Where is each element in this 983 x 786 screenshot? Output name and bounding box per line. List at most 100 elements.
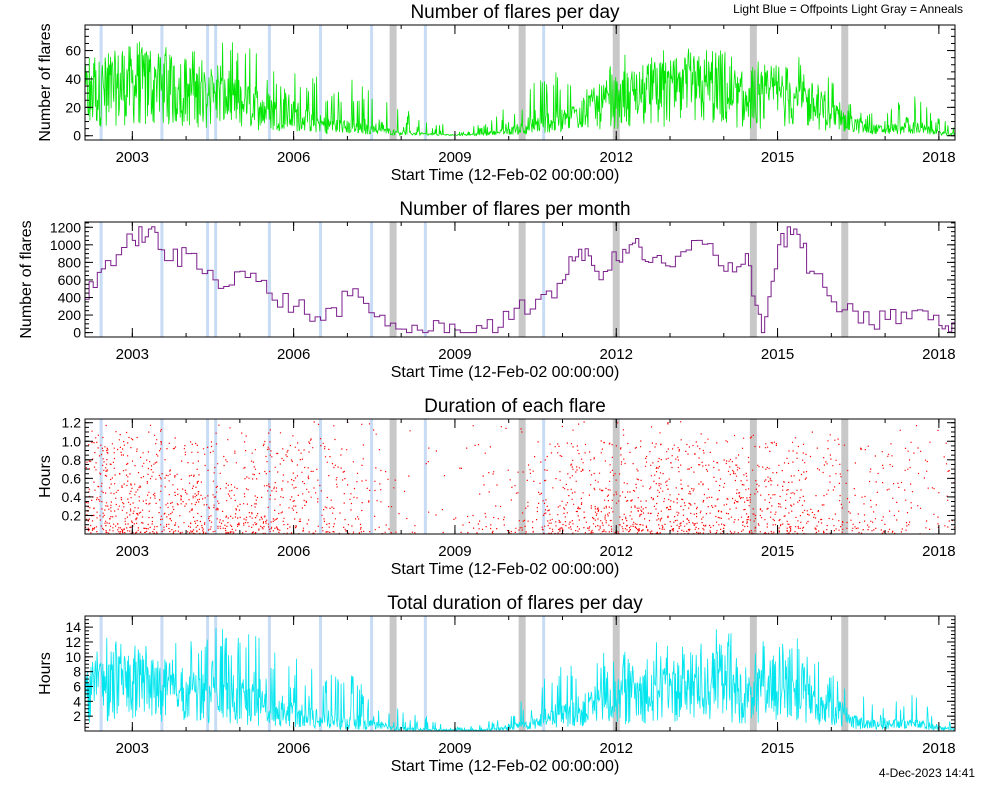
offpoint-band (99, 419, 103, 534)
y-tick-label: 60 (65, 43, 81, 59)
plot-frame (84, 418, 956, 535)
x-tick-label: 2003 (116, 149, 149, 166)
offpoint-band (206, 419, 210, 534)
y-tick-label: 8 (73, 664, 81, 680)
anneal-band (612, 419, 620, 534)
panel-title: Number of flares per month (399, 199, 630, 220)
offpoint-band (267, 419, 271, 534)
x-tick-label: 2003 (116, 346, 149, 363)
x-tick-label: 2018 (922, 543, 955, 560)
offpoint-band (542, 222, 546, 337)
x-tick-label: 2003 (116, 543, 149, 560)
anneal-band (518, 419, 526, 534)
x-tick-label: 2009 (438, 149, 471, 166)
x-tick-label: 2009 (438, 346, 471, 363)
anneal-band (841, 616, 849, 731)
offpoint-band (423, 419, 427, 534)
offpoint-band (214, 419, 218, 534)
offpoint-band (423, 222, 427, 337)
x-axis-label: Start Time (12-Feb-02 00:00:00) (391, 167, 620, 184)
anneal-band (518, 616, 526, 731)
shading-legend: Light Blue = Offpoints Light Gray = Anne… (733, 2, 963, 16)
x-tick-label: 2006 (277, 740, 310, 757)
panel-title: Total duration of flares per day (387, 593, 643, 614)
x-tick-label: 2003 (116, 740, 149, 757)
y-axis-label: Number of flares (37, 23, 54, 141)
anneal-band (841, 419, 849, 534)
x-tick-label: 2015 (761, 740, 794, 757)
x-tick-label: 2018 (922, 149, 955, 166)
offpoint-band (542, 616, 546, 731)
y-axis-label: Hours (37, 455, 54, 498)
offpoint-band (214, 25, 218, 140)
y-tick-label: 14 (65, 619, 81, 635)
x-tick-label: 2018 (922, 346, 955, 363)
y-tick-label: 200 (58, 307, 82, 323)
offpoint-band (319, 25, 323, 140)
y-tick-label: 6 (73, 678, 81, 694)
anneal-band (749, 616, 757, 731)
y-tick-label: 0.4 (62, 489, 82, 505)
data-line (85, 628, 955, 731)
y-axis-label: Number of flares (18, 220, 35, 338)
offpoint-band (319, 616, 323, 731)
x-tick-label: 2012 (600, 543, 633, 560)
offpoint-band (370, 25, 374, 140)
anneal-band (518, 222, 526, 337)
x-tick-label: 2006 (277, 543, 310, 560)
offpoint-band (423, 616, 427, 731)
offpoint-band (99, 222, 103, 337)
anneal-band (749, 419, 757, 534)
anneal-band (389, 419, 397, 534)
offpoint-band (370, 419, 374, 534)
data-step-line (85, 226, 955, 334)
anneal-band (612, 616, 620, 731)
timestamp: 4-Dec-2023 14:41 (878, 766, 975, 780)
offpoint-band (370, 222, 374, 337)
y-tick-label: 10 (65, 649, 81, 665)
offpoint-band (160, 419, 164, 534)
y-tick-label: 40 (65, 71, 81, 87)
offpoint-band (99, 25, 103, 140)
x-tick-label: 2006 (277, 346, 310, 363)
x-tick-label: 2015 (761, 346, 794, 363)
offpoint-band (423, 25, 427, 140)
anneal-band (612, 25, 620, 140)
y-tick-label: 800 (58, 254, 82, 270)
anneal-band (389, 25, 397, 140)
offpoint-band (267, 222, 271, 337)
anneal-band (841, 222, 849, 337)
offpoint-band (267, 616, 271, 731)
anneal-band (518, 25, 526, 140)
y-tick-label: 600 (58, 272, 82, 288)
y-tick-label: 1.0 (62, 433, 82, 449)
x-tick-label: 2009 (438, 543, 471, 560)
series-1 (85, 41, 955, 137)
x-tick-label: 2012 (600, 149, 633, 166)
y-tick-label: 4 (73, 693, 81, 709)
offpoint-band (206, 25, 210, 140)
x-axis-label: Start Time (12-Feb-02 00:00:00) (391, 561, 620, 578)
plot-frame (84, 615, 956, 732)
offpoint-band (160, 222, 164, 337)
y-tick-label: 400 (58, 289, 82, 305)
anneal-band (841, 25, 849, 140)
panel-1: 2003 2006 2009 2012 2015 2018 0 20 40 60 Number of… (37, 2, 956, 184)
offpoint-band (319, 222, 323, 337)
panel-3: 2003 2006 2009 2012 2015 2018 0.2 0.4 0.6 0.8 1.0 1… (37, 396, 956, 578)
x-tick-label: 2009 (438, 740, 471, 757)
y-tick-label: 20 (65, 99, 81, 115)
x-tick-label: 2015 (761, 543, 794, 560)
series-2 (85, 226, 955, 334)
y-tick-label: 2 (73, 708, 81, 724)
panel-title: Duration of each flare (424, 396, 606, 417)
offpoint-band (99, 616, 103, 731)
anneal-band (612, 222, 620, 337)
offpoint-band (370, 616, 374, 731)
y-tick-label: 0 (73, 128, 81, 144)
offpoint-band (542, 25, 546, 140)
panel-title: Number of flares per day (410, 2, 620, 23)
x-tick-label: 2018 (922, 740, 955, 757)
anneal-band (389, 616, 397, 731)
